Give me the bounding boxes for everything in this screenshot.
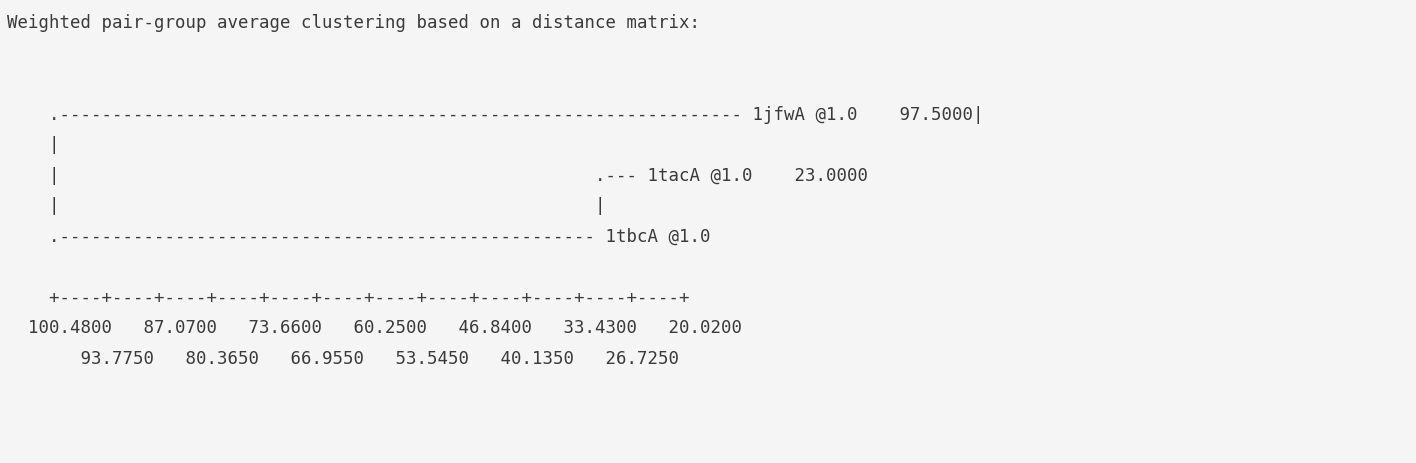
Text: 93.7750   80.3650   66.9550   53.5450   40.1350   26.7250: 93.7750 80.3650 66.9550 53.5450 40.1350 … bbox=[7, 350, 680, 368]
Text: .----------------------------------------------------------------- 1jfwA @1.0   : .---------------------------------------… bbox=[7, 106, 984, 124]
Text: |: | bbox=[7, 136, 59, 154]
Text: 100.4800   87.0700   73.6600   60.2500   46.8400   33.4300   20.0200: 100.4800 87.0700 73.6600 60.2500 46.8400… bbox=[7, 319, 742, 338]
Text: |                                                   .--- 1tacA @1.0    23.0000: | .--- 1tacA @1.0 23.0000 bbox=[7, 167, 868, 185]
Text: +----+----+----+----+----+----+----+----+----+----+----+----+: +----+----+----+----+----+----+----+----… bbox=[7, 289, 690, 307]
Text: |                                                   |: | | bbox=[7, 197, 606, 215]
Text: .--------------------------------------------------- 1tbcA @1.0: .---------------------------------------… bbox=[7, 228, 711, 246]
Text: Weighted pair-group average clustering based on a distance matrix:: Weighted pair-group average clustering b… bbox=[7, 14, 700, 32]
